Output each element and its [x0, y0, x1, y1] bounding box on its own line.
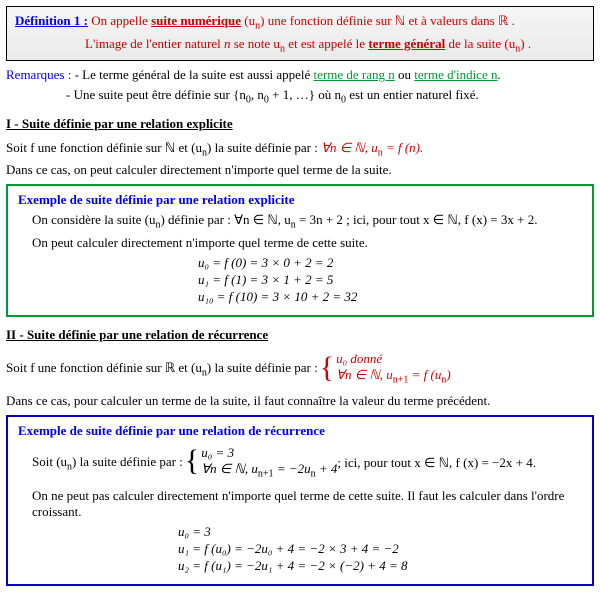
- example1-calcs: u₀ = f (0) = 3 × 0 + 2 = 2 u₁ = f (1) = …: [198, 255, 582, 305]
- example2-line1: Soit (un) la suite définie par : { u₀ = …: [18, 445, 582, 483]
- link-terme-rang[interactable]: terme de rang n: [314, 67, 395, 82]
- calc-row: u₁ = f (u₀) = −2u₀ + 4 = −2 × 3 + 4 = −2: [178, 541, 582, 557]
- example1-line1: On considère la suite (un) définie par :…: [18, 212, 582, 231]
- section1-p1: Soit f une fonction définie sur ℕ et (un…: [6, 140, 594, 159]
- example2-calcs: u₀ = 3 u₁ = f (u₀) = −2u₀ + 4 = −2 × 3 +…: [178, 524, 582, 574]
- remarques-line1: Remarques : - Le terme général de la sui…: [6, 67, 594, 83]
- example1-line2: On peut calculer directement n'importe q…: [18, 235, 582, 251]
- section2-title: II - Suite définie par une relation de r…: [6, 327, 594, 343]
- definition-line1: Définition 1 : On appelle suite numériqu…: [15, 13, 585, 32]
- remarques-label: Remarques :: [6, 67, 71, 82]
- calc-row: u₀ = 3: [178, 524, 582, 540]
- calc-row: u₁₀ = f (10) = 3 × 10 + 2 = 32: [198, 289, 582, 305]
- brace-content: u₀ donné ∀n ∈ ℕ, un+1 = f (un): [336, 351, 451, 389]
- brace-icon: {: [320, 354, 334, 382]
- link-terme-indice[interactable]: terme d'indice n: [414, 67, 497, 82]
- example2-title: Exemple de suite définie par une relatio…: [18, 423, 582, 439]
- brace-content: u₀ = 3 ∀n ∈ ℕ, un+1 = −2un + 4: [201, 445, 337, 483]
- example1-title: Exemple de suite définie par une relatio…: [18, 192, 582, 208]
- definition-box: Définition 1 : On appelle suite numériqu…: [6, 6, 594, 61]
- section1-title: I - Suite définie par une relation expli…: [6, 116, 594, 132]
- example1-box: Exemple de suite définie par une relatio…: [6, 184, 594, 317]
- example2-box: Exemple de suite définie par une relatio…: [6, 415, 594, 587]
- remarques-line2: - Une suite peut être définie sur {n0, n…: [6, 87, 594, 106]
- example2-line2: On ne peut pas calculer directement n'im…: [18, 488, 582, 520]
- definition-line2: L'image de l'entier naturel n se note un…: [15, 36, 585, 55]
- section1-p2: Dans ce cas, on peut calculer directemen…: [6, 162, 594, 178]
- calc-row: u₂ = f (u₁) = −2u₁ + 4 = −2 × (−2) + 4 =…: [178, 558, 582, 574]
- calc-row: u₀ = f (0) = 3 × 0 + 2 = 2: [198, 255, 582, 271]
- def-text: On appelle suite numérique (un) une fonc…: [91, 13, 515, 28]
- calc-row: u₁ = f (1) = 3 × 1 + 2 = 5: [198, 272, 582, 288]
- section2-p2: Dans ce cas, pour calculer un terme de l…: [6, 393, 594, 409]
- definition-label: Définition 1 :: [15, 13, 88, 28]
- section2-p1: Soit f une fonction définie sur ℝ et (un…: [6, 351, 594, 389]
- brace-icon: {: [185, 447, 199, 475]
